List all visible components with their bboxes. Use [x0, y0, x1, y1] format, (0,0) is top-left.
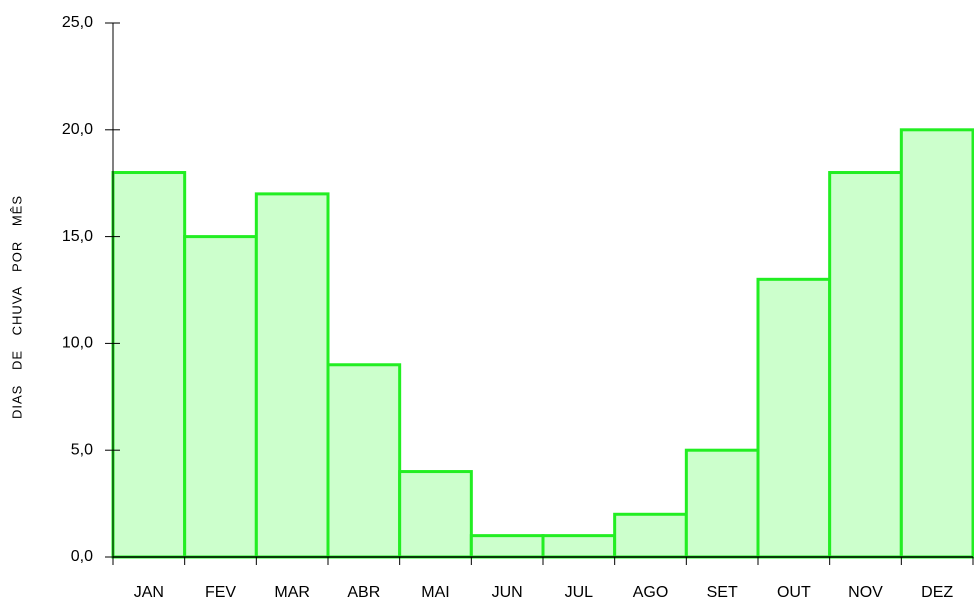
bar [183, 235, 258, 559]
y-axis-label: DIAS DE CHUVA POR MÊS [9, 195, 24, 419]
bar [756, 277, 832, 559]
x-tick-label: MAI [421, 584, 449, 601]
y-tick-label: 0,0 [71, 548, 93, 565]
y-tick-label: 15,0 [62, 228, 93, 245]
bar [469, 534, 545, 559]
bar [541, 534, 617, 559]
x-tick-label: NOV [848, 584, 883, 601]
bar [613, 512, 688, 559]
x-tick-label: FEV [205, 584, 236, 601]
x-tick-label: JUL [565, 584, 594, 601]
bar [326, 363, 402, 559]
x-tick-label: JAN [134, 584, 164, 601]
x-tick-label: ABR [347, 584, 380, 601]
y-tick-label: 25,0 [62, 14, 93, 31]
bar [254, 192, 330, 559]
x-tick-label: SET [707, 584, 738, 601]
x-tick-label: OUT [777, 584, 811, 601]
bar [398, 470, 473, 559]
x-tick-label: AGO [633, 584, 669, 601]
x-tick-label: DEZ [921, 584, 953, 601]
y-tick-label: 5,0 [71, 441, 93, 458]
bar [899, 128, 974, 559]
y-tick-label: 10,0 [62, 335, 93, 352]
bar [828, 171, 903, 559]
x-tick-label: MAR [274, 584, 310, 601]
y-tick-label: 20,0 [62, 121, 93, 138]
bar [111, 171, 187, 559]
x-tick-label: JUN [492, 584, 523, 601]
bar [684, 448, 760, 559]
